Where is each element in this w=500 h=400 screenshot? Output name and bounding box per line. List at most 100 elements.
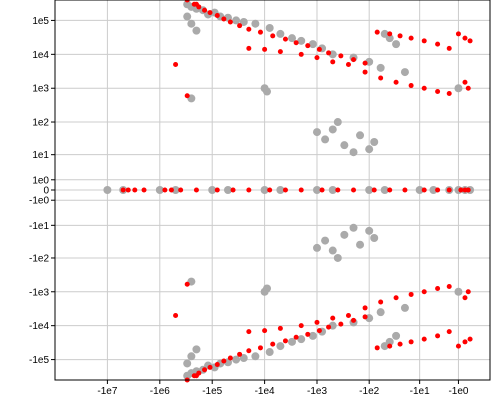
series-0-point-95 [370,233,379,242]
y-tick-label-11: -1e4 [29,321,49,332]
x-tick-label-7: -1e0 [448,386,468,397]
series-1-point-97 [397,341,403,347]
series-1-point-120 [465,289,471,295]
series-1-point-81 [221,358,227,364]
series-0-point-46 [260,186,269,194]
series-1-point-94 [362,314,368,320]
data-points [103,0,475,383]
series-1-point-93 [351,317,357,323]
series-0-point-13 [288,34,297,43]
series-1-point-70 [435,187,441,193]
series-1-point-106 [262,328,268,334]
series-1-point-6 [221,16,227,22]
series-0-point-53 [429,186,438,194]
series-1-point-117 [435,285,441,291]
series-1-point-98 [408,339,414,345]
series-1-point-116 [421,289,427,295]
series-1-point-64 [335,187,341,193]
series-1-point-38 [378,75,384,81]
series-1-point-112 [362,305,368,311]
series-0-point-31 [312,128,321,137]
series-0-point-14 [297,36,306,45]
y-tick-label-2: 1e3 [32,84,49,95]
series-1-point-87 [282,338,288,344]
series-1-point-42 [435,89,441,95]
series-1-point-40 [408,83,414,89]
series-1-point-41 [421,85,427,91]
series-1-point-53 [162,187,168,193]
series-1-point-22 [397,33,403,39]
series-1-point-47 [184,93,190,99]
series-1-point-36 [345,62,351,68]
series-0-point-94 [356,240,365,249]
series-1-point-25 [435,41,441,47]
series-0-point-32 [328,125,337,134]
series-1-point-103 [462,339,468,345]
series-1-point-83 [237,351,243,357]
series-1-point-110 [330,315,336,321]
series-0-point-26 [187,19,196,28]
series-1-point-26 [446,45,452,51]
series-1-point-107 [277,325,283,331]
series-1-point-28 [462,35,468,41]
series-1-point-79 [207,364,213,370]
series-0-point-37 [370,138,379,147]
y-tick-label-12: -1e5 [29,355,49,366]
series-1-point-105 [246,329,252,335]
series-0-point-11 [265,23,274,32]
series-1-point-90 [316,328,322,334]
series-1-point-82 [227,355,233,361]
series-1-point-18 [351,57,357,63]
series-1-point-20 [374,29,380,35]
series-0-point-24 [380,29,389,38]
series-0-point-84 [187,352,196,361]
series-1-point-13 [293,40,299,46]
series-1-point-9 [246,26,252,32]
series-1-point-54 [168,187,174,193]
y-tick-label-9: -1e2 [29,253,49,264]
series-0-point-35 [349,148,358,157]
series-0-point-45 [223,186,232,194]
series-0-point-42 [155,186,164,194]
series-0-point-20 [376,63,385,72]
series-1-point-31 [262,46,268,52]
series-1-point-66 [371,187,377,193]
series-1-point-55 [178,187,184,193]
y-tick-label-8: -1e1 [29,221,49,232]
series-1-point-74 [465,187,471,193]
series-0-point-39 [333,118,342,127]
series-1-point-121 [173,312,179,318]
series-1-point-33 [298,51,304,57]
series-1-point-88 [293,334,299,340]
series-0-point-90 [328,246,337,255]
series-1-point-45 [465,85,471,91]
x-tick-label-6: -1e1 [410,386,430,397]
series-0-point-8 [232,16,241,25]
series-0-point-9 [239,17,248,26]
series-1-point-17 [338,53,344,59]
series-0-point-99 [454,84,463,93]
series-0-point-25 [183,12,192,21]
series-1-point-69 [421,187,427,193]
series-1-point-111 [345,312,351,318]
y-tick-label-7: -1e0 [29,196,49,207]
series-0-point-10 [251,19,260,28]
y-tick-label-0: 1e5 [32,16,49,27]
series-1-point-78 [202,367,208,373]
series-0-point-85 [192,345,201,354]
series-1-point-59 [246,187,252,193]
series-0-point-89 [312,243,321,252]
series-1-point-63 [319,187,325,193]
series-0-point-66 [232,355,241,364]
series-0-point-22 [392,40,401,49]
series-1-point-48 [193,1,199,7]
series-1-point-3 [202,7,208,13]
x-tick-label-4: -1e3 [307,386,327,397]
y-tick-label-6: 0 [43,186,49,197]
series-0-point-33 [321,135,330,144]
series-1-point-39 [393,79,399,85]
y-tick-label-10: -1e3 [29,287,49,298]
x-tick-label-3: -1e4 [255,386,275,397]
series-0-point-97 [333,253,342,262]
